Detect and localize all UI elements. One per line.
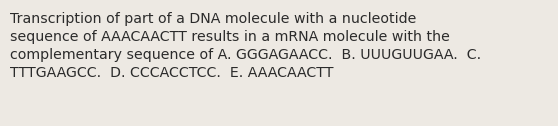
Text: Transcription of part of a DNA molecule with a nucleotide: Transcription of part of a DNA molecule … xyxy=(10,12,416,26)
Text: TTTGAAGCC.  D. CCCACCTCC.  E. AAACAACTT: TTTGAAGCC. D. CCCACCTCC. E. AAACAACTT xyxy=(10,66,334,80)
Text: complementary sequence of A. GGGAGAACC.  B. UUUGUUGAA.  C.: complementary sequence of A. GGGAGAACC. … xyxy=(10,48,481,62)
Text: sequence of AAACAACTT results in a mRNA molecule with the: sequence of AAACAACTT results in a mRNA … xyxy=(10,30,450,44)
